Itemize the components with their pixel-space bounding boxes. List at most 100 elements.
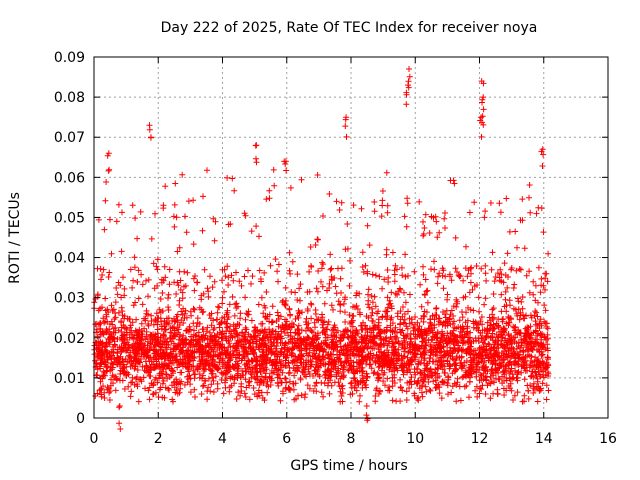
data-point-1943 xyxy=(544,335,551,342)
data-point-197 xyxy=(131,254,138,261)
data-point-3154 xyxy=(303,373,310,380)
data-point-2586 xyxy=(216,321,223,328)
data-point-3873 xyxy=(177,359,184,366)
data-point-2238 xyxy=(453,303,460,310)
data-point-3605 xyxy=(268,367,275,374)
data-point-910 xyxy=(248,317,255,324)
data-point-3496 xyxy=(239,372,246,379)
data-point-2813 xyxy=(476,345,483,351)
data-point-3643 xyxy=(252,368,259,375)
data-point-1646 xyxy=(466,289,473,296)
data-point-1966 xyxy=(370,352,377,359)
data-point-3225 xyxy=(397,326,403,333)
data-point-3712 xyxy=(97,265,104,272)
data-point-3783 xyxy=(354,367,361,374)
data-point-2249 xyxy=(501,325,508,332)
data-point-2938 xyxy=(356,309,363,316)
data-point-477 xyxy=(481,301,488,308)
data-point-2917 xyxy=(347,257,353,264)
data-point-915 xyxy=(115,201,122,208)
data-point-3624 xyxy=(444,330,451,337)
data-point-325 xyxy=(342,319,349,325)
data-point-2933 xyxy=(378,348,385,355)
data-point-1944 xyxy=(306,288,313,295)
data-point-4162 xyxy=(375,308,382,315)
data-point-4243 xyxy=(539,163,546,169)
data-point-1518 xyxy=(281,301,288,308)
data-point-3198 xyxy=(483,343,490,350)
data-point-470 xyxy=(346,282,353,289)
data-point-1647 xyxy=(236,278,243,285)
data-point-3043 xyxy=(506,319,513,326)
data-point-2217 xyxy=(432,311,439,318)
data-point-3015 xyxy=(467,306,474,313)
data-point-4017 xyxy=(106,397,113,403)
data-point-3474 xyxy=(223,351,230,358)
data-point-3069 xyxy=(491,344,498,351)
data-point-3636 xyxy=(356,339,362,346)
data-point-2546 xyxy=(451,324,458,331)
data-point-2117 xyxy=(514,244,520,251)
data-point-3692 xyxy=(106,389,113,396)
data-point-3887 xyxy=(344,355,351,362)
data-point-3952 xyxy=(534,364,540,371)
data-point-695 xyxy=(364,332,371,339)
data-point-4105 xyxy=(347,391,354,398)
data-point-4165 xyxy=(412,321,418,328)
data-point-3949 xyxy=(255,387,262,394)
data-point-3776 xyxy=(424,365,431,371)
data-point-1955 xyxy=(216,304,223,311)
data-point-3792 xyxy=(275,278,281,285)
data-point-941 xyxy=(480,359,487,366)
data-point-2857 xyxy=(232,327,239,334)
data-point-3099 xyxy=(505,332,512,339)
data-point-2968 xyxy=(144,369,151,376)
data-point-4182 xyxy=(194,363,201,370)
data-point-2760 xyxy=(514,389,521,396)
y-tick-label-0: 0 xyxy=(76,411,85,427)
data-point-118 xyxy=(165,291,172,298)
data-point-4114 xyxy=(172,353,179,360)
data-point-2670 xyxy=(279,369,286,376)
data-point-3267 xyxy=(483,330,490,337)
data-point-595 xyxy=(342,309,348,316)
data-point-3930 xyxy=(228,272,235,279)
data-point-4205 xyxy=(146,126,153,133)
data-point-2129 xyxy=(347,328,354,335)
data-point-2510 xyxy=(318,265,325,272)
data-point-1924 xyxy=(160,377,167,384)
data-point-258 xyxy=(466,209,473,216)
data-point-520 xyxy=(346,312,353,318)
data-point-4071 xyxy=(208,338,215,344)
data-point-2123 xyxy=(234,368,241,375)
data-point-1781 xyxy=(434,335,441,342)
data-point-3654 xyxy=(277,351,284,358)
data-point-4103 xyxy=(324,375,331,382)
data-point-3457 xyxy=(482,208,489,215)
data-point-2715 xyxy=(254,357,261,364)
data-point-3686 xyxy=(399,355,406,362)
data-point-3716 xyxy=(318,379,325,386)
data-point-3736 xyxy=(508,349,515,356)
data-point-2928 xyxy=(543,382,550,389)
data-point-1181 xyxy=(204,324,211,331)
data-point-3253 xyxy=(215,303,221,310)
data-point-4119 xyxy=(315,268,322,274)
data-point-3421 xyxy=(282,362,288,369)
data-point-1108 xyxy=(424,287,431,294)
data-point-3186 xyxy=(147,340,153,347)
data-point-3957 xyxy=(414,395,421,402)
data-point-919 xyxy=(487,395,494,402)
data-point-3797 xyxy=(351,384,358,391)
data-point-1960 xyxy=(364,222,371,229)
data-point-3149 xyxy=(321,318,328,325)
data-point-4238 xyxy=(479,119,485,126)
data-point-2956 xyxy=(463,243,469,250)
data-point-3327 xyxy=(337,275,344,282)
data-point-1876 xyxy=(514,377,521,384)
data-point-1416 xyxy=(143,277,149,284)
data-point-2845 xyxy=(112,314,119,321)
data-point-4131 xyxy=(358,333,365,340)
data-point-4037 xyxy=(283,323,290,330)
data-point-3295 xyxy=(507,385,514,392)
